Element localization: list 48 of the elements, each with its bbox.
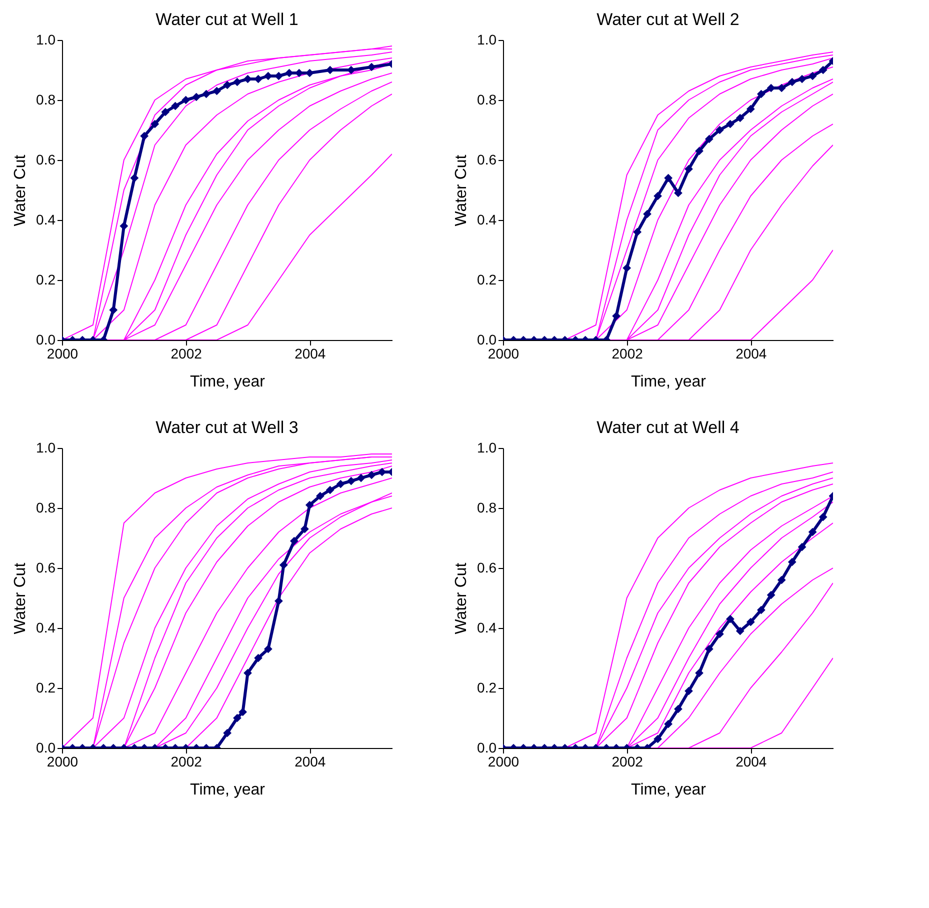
- y-tick-label: 0.8: [477, 92, 497, 108]
- y-tick-label: 0.2: [477, 680, 497, 696]
- x-tick-label: 2002: [170, 754, 202, 770]
- y-tick-label: 0.8: [36, 500, 56, 516]
- x-axis-title: Time, year: [190, 782, 266, 798]
- y-tick-label: 1.0: [477, 32, 497, 48]
- x-tick-label: 2000: [488, 346, 520, 362]
- y-tick-label: 0.6: [36, 152, 56, 168]
- y-tick-label: 0.6: [36, 560, 56, 576]
- x-tick-label: 2004: [736, 346, 767, 362]
- y-tick-label: 0.0: [477, 740, 497, 756]
- y-tick-label: 0.0: [36, 332, 56, 348]
- y-axis-title: Water Cut: [12, 562, 30, 634]
- y-tick-label: 0.6: [477, 560, 497, 576]
- x-axis-title: Time, year: [631, 374, 707, 390]
- y-tick-label: 0.0: [36, 740, 56, 756]
- x-axis-title: Time, year: [631, 782, 707, 798]
- x-tick-label: 2000: [46, 346, 78, 362]
- y-axis-title: Water Cut: [12, 154, 30, 226]
- x-tick-label: 2004: [294, 754, 326, 770]
- x-tick-label: 2004: [736, 754, 767, 770]
- y-tick-label: 0.2: [477, 272, 497, 288]
- y-axis-title: Water Cut: [453, 154, 470, 226]
- y-tick-label: 0.4: [36, 620, 56, 636]
- x-tick-label: 2000: [488, 754, 520, 770]
- chart-title: Water cut at Well 4: [596, 418, 740, 437]
- y-tick-label: 0.4: [477, 620, 497, 636]
- y-tick-label: 1.0: [36, 32, 56, 48]
- y-tick-label: 0.8: [477, 500, 497, 516]
- y-tick-label: 1.0: [36, 440, 56, 456]
- x-tick-label: 2004: [294, 346, 326, 362]
- chart-title: Water cut at Well 3: [156, 418, 298, 437]
- y-axis-title: Water Cut: [453, 562, 470, 634]
- y-tick-label: 0.4: [36, 212, 56, 228]
- x-tick-label: 2002: [612, 346, 644, 362]
- x-tick-label: 2002: [612, 754, 644, 770]
- chart-title: Water cut at Well 2: [596, 10, 740, 29]
- y-tick-label: 0.0: [477, 332, 497, 348]
- x-tick-label: 2002: [170, 346, 202, 362]
- y-tick-label: 0.2: [36, 680, 56, 696]
- x-axis-title: Time, year: [190, 374, 266, 390]
- y-tick-label: 0.6: [477, 152, 497, 168]
- y-tick-label: 0.8: [36, 92, 56, 108]
- y-tick-label: 0.4: [477, 212, 497, 228]
- y-tick-label: 0.2: [36, 272, 56, 288]
- x-tick-label: 2000: [46, 754, 78, 770]
- y-tick-label: 1.0: [477, 440, 497, 456]
- chart-title: Water cut at Well 1: [156, 10, 298, 29]
